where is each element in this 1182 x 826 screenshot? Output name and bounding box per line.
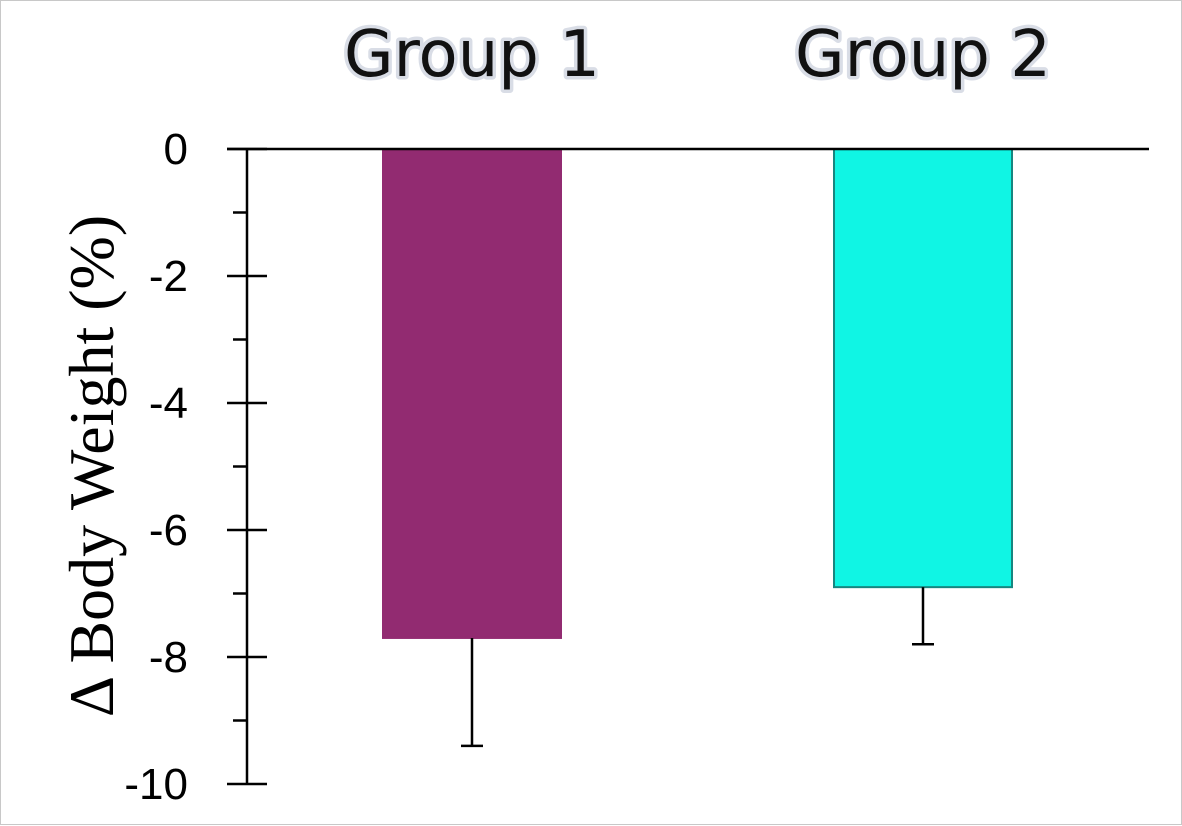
category-label-1: Group 1 [344,18,600,92]
error-bars [461,587,934,748]
y-axis-title: Δ Body Weight (%) [56,215,127,717]
bars [382,148,1013,639]
bar-1 [382,148,562,639]
y-tick-label: -6 [149,506,188,555]
category-labels: Group 1 Group 2 [341,15,1055,96]
y-axis-ticks: 0 -2 -4 -6 -8 -10 [124,125,267,809]
bar-2 [833,148,1013,589]
category-label-2: Group 2 [795,18,1051,92]
y-tick-label: -10 [124,760,188,809]
y-tick-label: -4 [149,379,188,428]
y-tick-label: -2 [149,252,188,301]
y-tick-label: -8 [149,633,188,682]
y-tick-label: 0 [164,125,188,174]
